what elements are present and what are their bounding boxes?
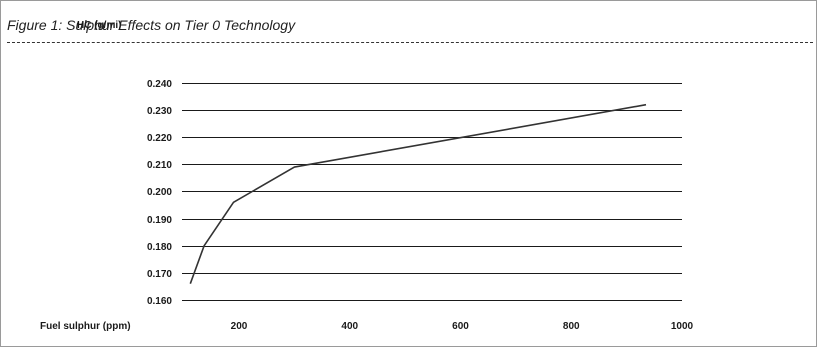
series-layer — [189, 103, 647, 284]
y-tick-label: 0.160 — [147, 296, 172, 307]
grid-lines — [182, 83, 682, 301]
y-tick-label: 0.230 — [147, 106, 172, 117]
y-tick-label: 0.200 — [147, 187, 172, 198]
y-tick-label: 0.220 — [147, 133, 172, 144]
series-line — [189, 103, 647, 284]
x-tick-labels: 200 400 600 800 1000 — [231, 321, 694, 332]
x-tick-label: 400 — [341, 321, 358, 332]
y-tick-label: 0.170 — [147, 269, 172, 280]
x-axis-label: Fuel sulphur (ppm) — [40, 321, 131, 332]
x-tick-label: 800 — [563, 321, 580, 332]
y-axis-label: HC (g/mi) — [77, 20, 121, 31]
x-tick-label: 1000 — [671, 321, 694, 332]
y-tick-label: 0.190 — [147, 215, 172, 226]
figure-title: Figure 1: Sulphur Effects on Tier 0 Tech… — [7, 17, 296, 33]
x-tick-label: 600 — [452, 321, 469, 332]
title-divider — [7, 42, 813, 43]
y-tick-label: 0.240 — [147, 79, 172, 90]
y-tick-label: 0.210 — [147, 160, 172, 171]
x-tick-label: 200 — [231, 321, 248, 332]
y-tick-label: 0.180 — [147, 242, 172, 253]
y-tick-labels: 0.160 0.170 0.180 0.190 0.200 0.210 0.220 0.230… — [147, 79, 172, 307]
